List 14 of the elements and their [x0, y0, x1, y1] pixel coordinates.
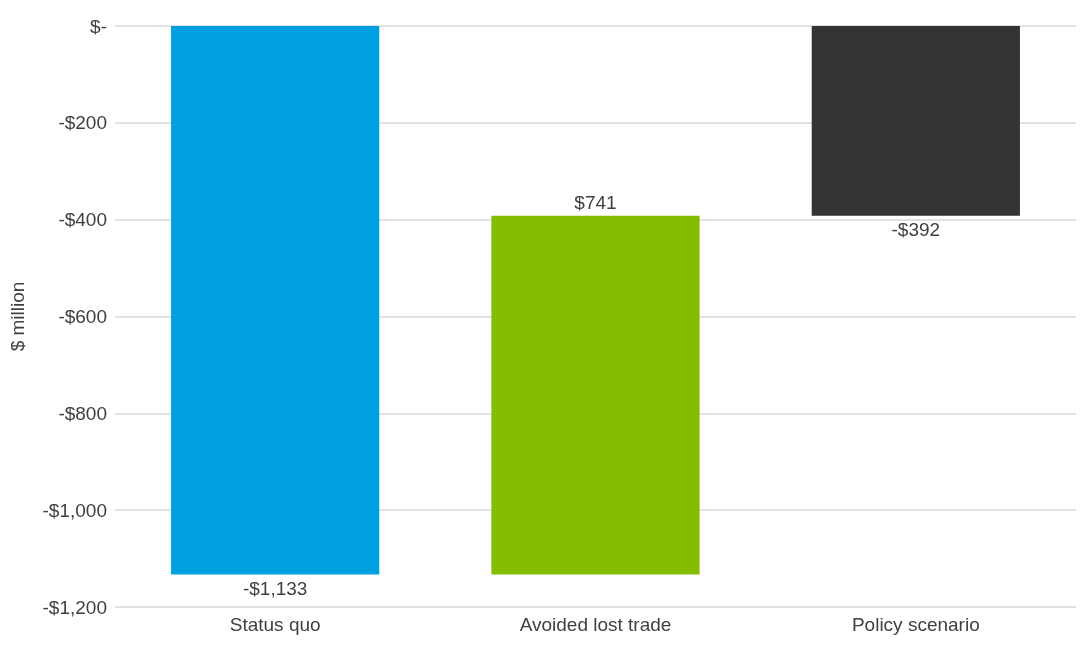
y-tick-label: -$400 — [58, 209, 107, 231]
y-tick-label: -$1,200 — [42, 596, 107, 618]
y-tick-label: $- — [90, 15, 107, 37]
data-label: -$392 — [891, 218, 941, 240]
y-tick-label: -$1,000 — [42, 499, 107, 521]
y-tick-label: -$800 — [58, 402, 107, 424]
x-tick-label: Avoided lost trade — [519, 614, 672, 635]
x-tick-label: Status quo — [229, 614, 321, 635]
data-label: $741 — [574, 191, 617, 213]
x-tick-label: Policy scenario — [851, 614, 980, 635]
y-tick-label: -$600 — [58, 306, 107, 327]
y-tick-label: -$200 — [58, 112, 107, 134]
data-label: -$1,133 — [242, 577, 308, 599]
y-axis-title: $ million — [7, 281, 28, 352]
